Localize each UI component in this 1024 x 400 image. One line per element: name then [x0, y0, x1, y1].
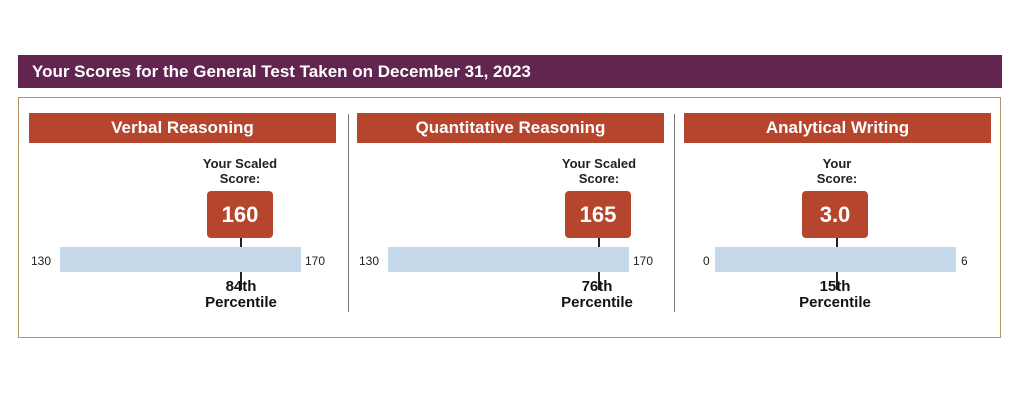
- quantitative-score-caption-line2: Score:: [578, 171, 620, 186]
- quantitative-score-box: 165: [565, 191, 631, 238]
- analytical-scale-min: 0: [703, 254, 710, 268]
- quantitative-reasoning-header: Quantitative Reasoning: [357, 113, 664, 143]
- analytical-writing-section: Analytical Writing Your Score: 3.0 0 6 1…: [684, 113, 991, 323]
- verbal-score-scale-bar: [60, 247, 301, 272]
- analytical-score-caption-line2: Score:: [816, 171, 858, 186]
- analytical-score-caption-line1: Your: [822, 156, 852, 171]
- analytical-percentile: 15th Percentile: [775, 279, 895, 311]
- scores-panel: Verbal Reasoning Your Scaled Score: 160 …: [18, 97, 1001, 338]
- quantitative-percentile: 76th Percentile: [537, 279, 657, 311]
- analytical-score-caption: Your Score:: [772, 156, 902, 186]
- analytical-scale-max: 6: [961, 254, 968, 268]
- quantitative-reasoning-section: Quantitative Reasoning Your Scaled Score…: [357, 113, 664, 323]
- analytical-percentile-label: Percentile: [799, 294, 871, 311]
- verbal-reasoning-section: Verbal Reasoning Your Scaled Score: 160 …: [29, 113, 336, 323]
- verbal-percentile: 84th Percentile: [181, 279, 301, 311]
- quantitative-score-caption: Your Scaled Score:: [534, 156, 664, 186]
- analytical-score-box: 3.0: [802, 191, 868, 238]
- quantitative-percentile-value: 76th: [581, 278, 613, 295]
- verbal-percentile-label: Percentile: [205, 294, 277, 311]
- scores-header-bar: Your Scores for the General Test Taken o…: [18, 55, 1002, 88]
- verbal-score-box: 160: [207, 191, 273, 238]
- verbal-scale-max: 170: [305, 254, 326, 268]
- section-divider: [674, 114, 675, 312]
- verbal-score-caption-line1: Your Scaled: [202, 156, 278, 171]
- section-divider: [348, 114, 349, 312]
- verbal-percentile-value: 84th: [225, 278, 257, 295]
- quantitative-percentile-label: Percentile: [561, 294, 633, 311]
- verbal-score-caption: Your Scaled Score:: [175, 156, 305, 186]
- quantitative-score-scale-bar: [388, 247, 629, 272]
- analytical-writing-header: Analytical Writing: [684, 113, 991, 143]
- quantitative-scale-max: 170: [633, 254, 654, 268]
- verbal-reasoning-header: Verbal Reasoning: [29, 113, 336, 143]
- verbal-score-caption-line2: Score:: [219, 171, 261, 186]
- verbal-scale-min: 130: [31, 254, 52, 268]
- quantitative-scale-min: 130: [359, 254, 380, 268]
- analytical-percentile-value: 15th: [819, 278, 851, 295]
- scores-header-title: Your Scores for the General Test Taken o…: [32, 61, 531, 81]
- quantitative-score-caption-line1: Your Scaled: [561, 156, 637, 171]
- analytical-score-scale-bar: [715, 247, 956, 272]
